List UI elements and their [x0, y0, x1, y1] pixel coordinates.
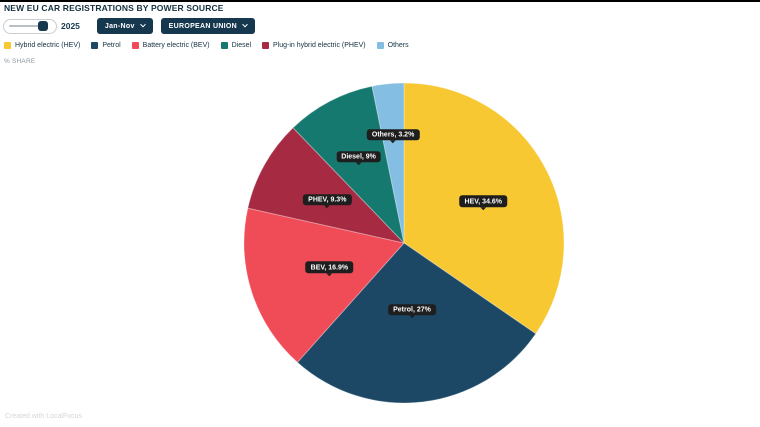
legend-swatch: [376, 42, 384, 49]
pie-svg: [243, 82, 565, 404]
legend-item: Diesel: [220, 42, 252, 49]
chevron-down-icon: [242, 21, 248, 28]
pie-slice-diesel[interactable]: [292, 85, 405, 244]
region-dropdown-label: EUROPEAN UNION: [168, 22, 238, 30]
year-value: 2025: [61, 21, 80, 31]
legend-swatch: [262, 42, 270, 49]
page-title: NEW EU CAR REGISTRATIONS BY POWER SOURCE: [4, 3, 224, 13]
legend-swatch: [220, 42, 228, 49]
legend: Hybrid electric (HEV) Petrol Battery elect…: [4, 42, 409, 49]
unit-label: % SHARE: [4, 58, 36, 65]
chevron-down-icon: [139, 21, 146, 28]
legend-item-label: Battery electric (BEV): [142, 42, 210, 49]
period-dropdown[interactable]: Jan-Nov: [96, 18, 153, 34]
legend-item-label: Plug-in hybrid electric (PHEV): [273, 42, 366, 49]
legend-item-label: Diesel: [231, 42, 252, 49]
pie-slice-phev[interactable]: [247, 127, 405, 244]
legend-item: Hybrid electric (HEV): [4, 42, 80, 49]
legend-item-label: Hybrid electric (HEV): [15, 42, 81, 49]
legend-item: Plug-in hybrid electric (PHEV): [262, 42, 366, 49]
legend-item-label: Petrol: [102, 42, 121, 49]
legend-item-label: Others: [387, 42, 409, 49]
pie-slice-hev[interactable]: [403, 82, 565, 335]
region-dropdown[interactable]: EUROPEAN UNION: [160, 18, 256, 34]
year-slider[interactable]: [3, 18, 57, 34]
slider-track[interactable]: [9, 25, 44, 27]
pie-chart: [240, 79, 568, 407]
legend-swatch: [4, 42, 11, 49]
legend-swatch: [91, 42, 99, 49]
pie-slice-bev[interactable]: [243, 207, 405, 363]
controls-row: 2025 Jan-Nov EUROPEAN UNION: [3, 18, 256, 34]
legend-item: Others: [376, 42, 409, 49]
footer-credit: Created with LocalFocus: [5, 413, 83, 420]
slider-thumb[interactable]: [38, 21, 48, 31]
legend-item: Petrol: [91, 42, 121, 49]
legend-swatch: [131, 42, 139, 49]
pie-slice-others[interactable]: [371, 82, 405, 244]
top-accent-bar: [0, 0, 760, 2]
period-dropdown-label: Jan-Nov: [104, 22, 135, 30]
legend-item: Battery electric (BEV): [131, 42, 210, 49]
pie-slice-petrol[interactable]: [296, 242, 537, 404]
